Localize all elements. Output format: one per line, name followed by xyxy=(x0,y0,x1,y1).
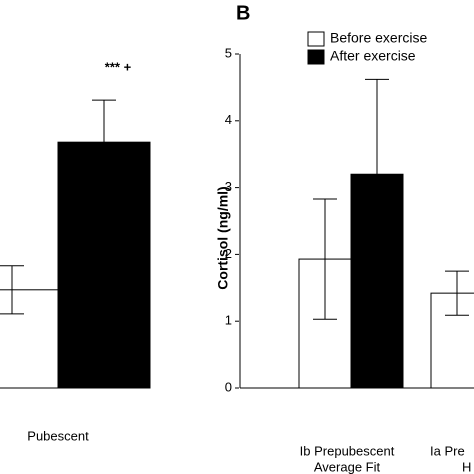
y-axis-label: Cortisol (ng/ml) xyxy=(215,186,231,289)
y-tick-label: 4 xyxy=(225,112,232,127)
y-tick-label: 5 xyxy=(225,45,232,60)
x-tick-label: H xyxy=(462,459,471,474)
x-tick-label: Ib Prepubescent xyxy=(300,443,395,458)
y-tick-label: 0 xyxy=(225,379,232,394)
legend-label: Before exercise xyxy=(330,30,427,46)
significance-annotation: *** + xyxy=(105,59,132,74)
x-tick-label: Average Fit xyxy=(314,459,381,474)
bar xyxy=(430,292,474,389)
bar xyxy=(0,289,59,389)
panel-label: B xyxy=(236,2,250,24)
legend-label: After exercise xyxy=(330,48,416,64)
y-tick-label: 3 xyxy=(225,179,232,194)
legend-swatch xyxy=(307,31,325,47)
y-tick-label: 2 xyxy=(225,246,232,261)
legend-swatch xyxy=(307,49,325,65)
y-tick-label: 1 xyxy=(225,313,232,328)
x-tick-label: Ia Pre xyxy=(430,443,465,458)
x-tick-label: Pubescent xyxy=(27,428,89,443)
